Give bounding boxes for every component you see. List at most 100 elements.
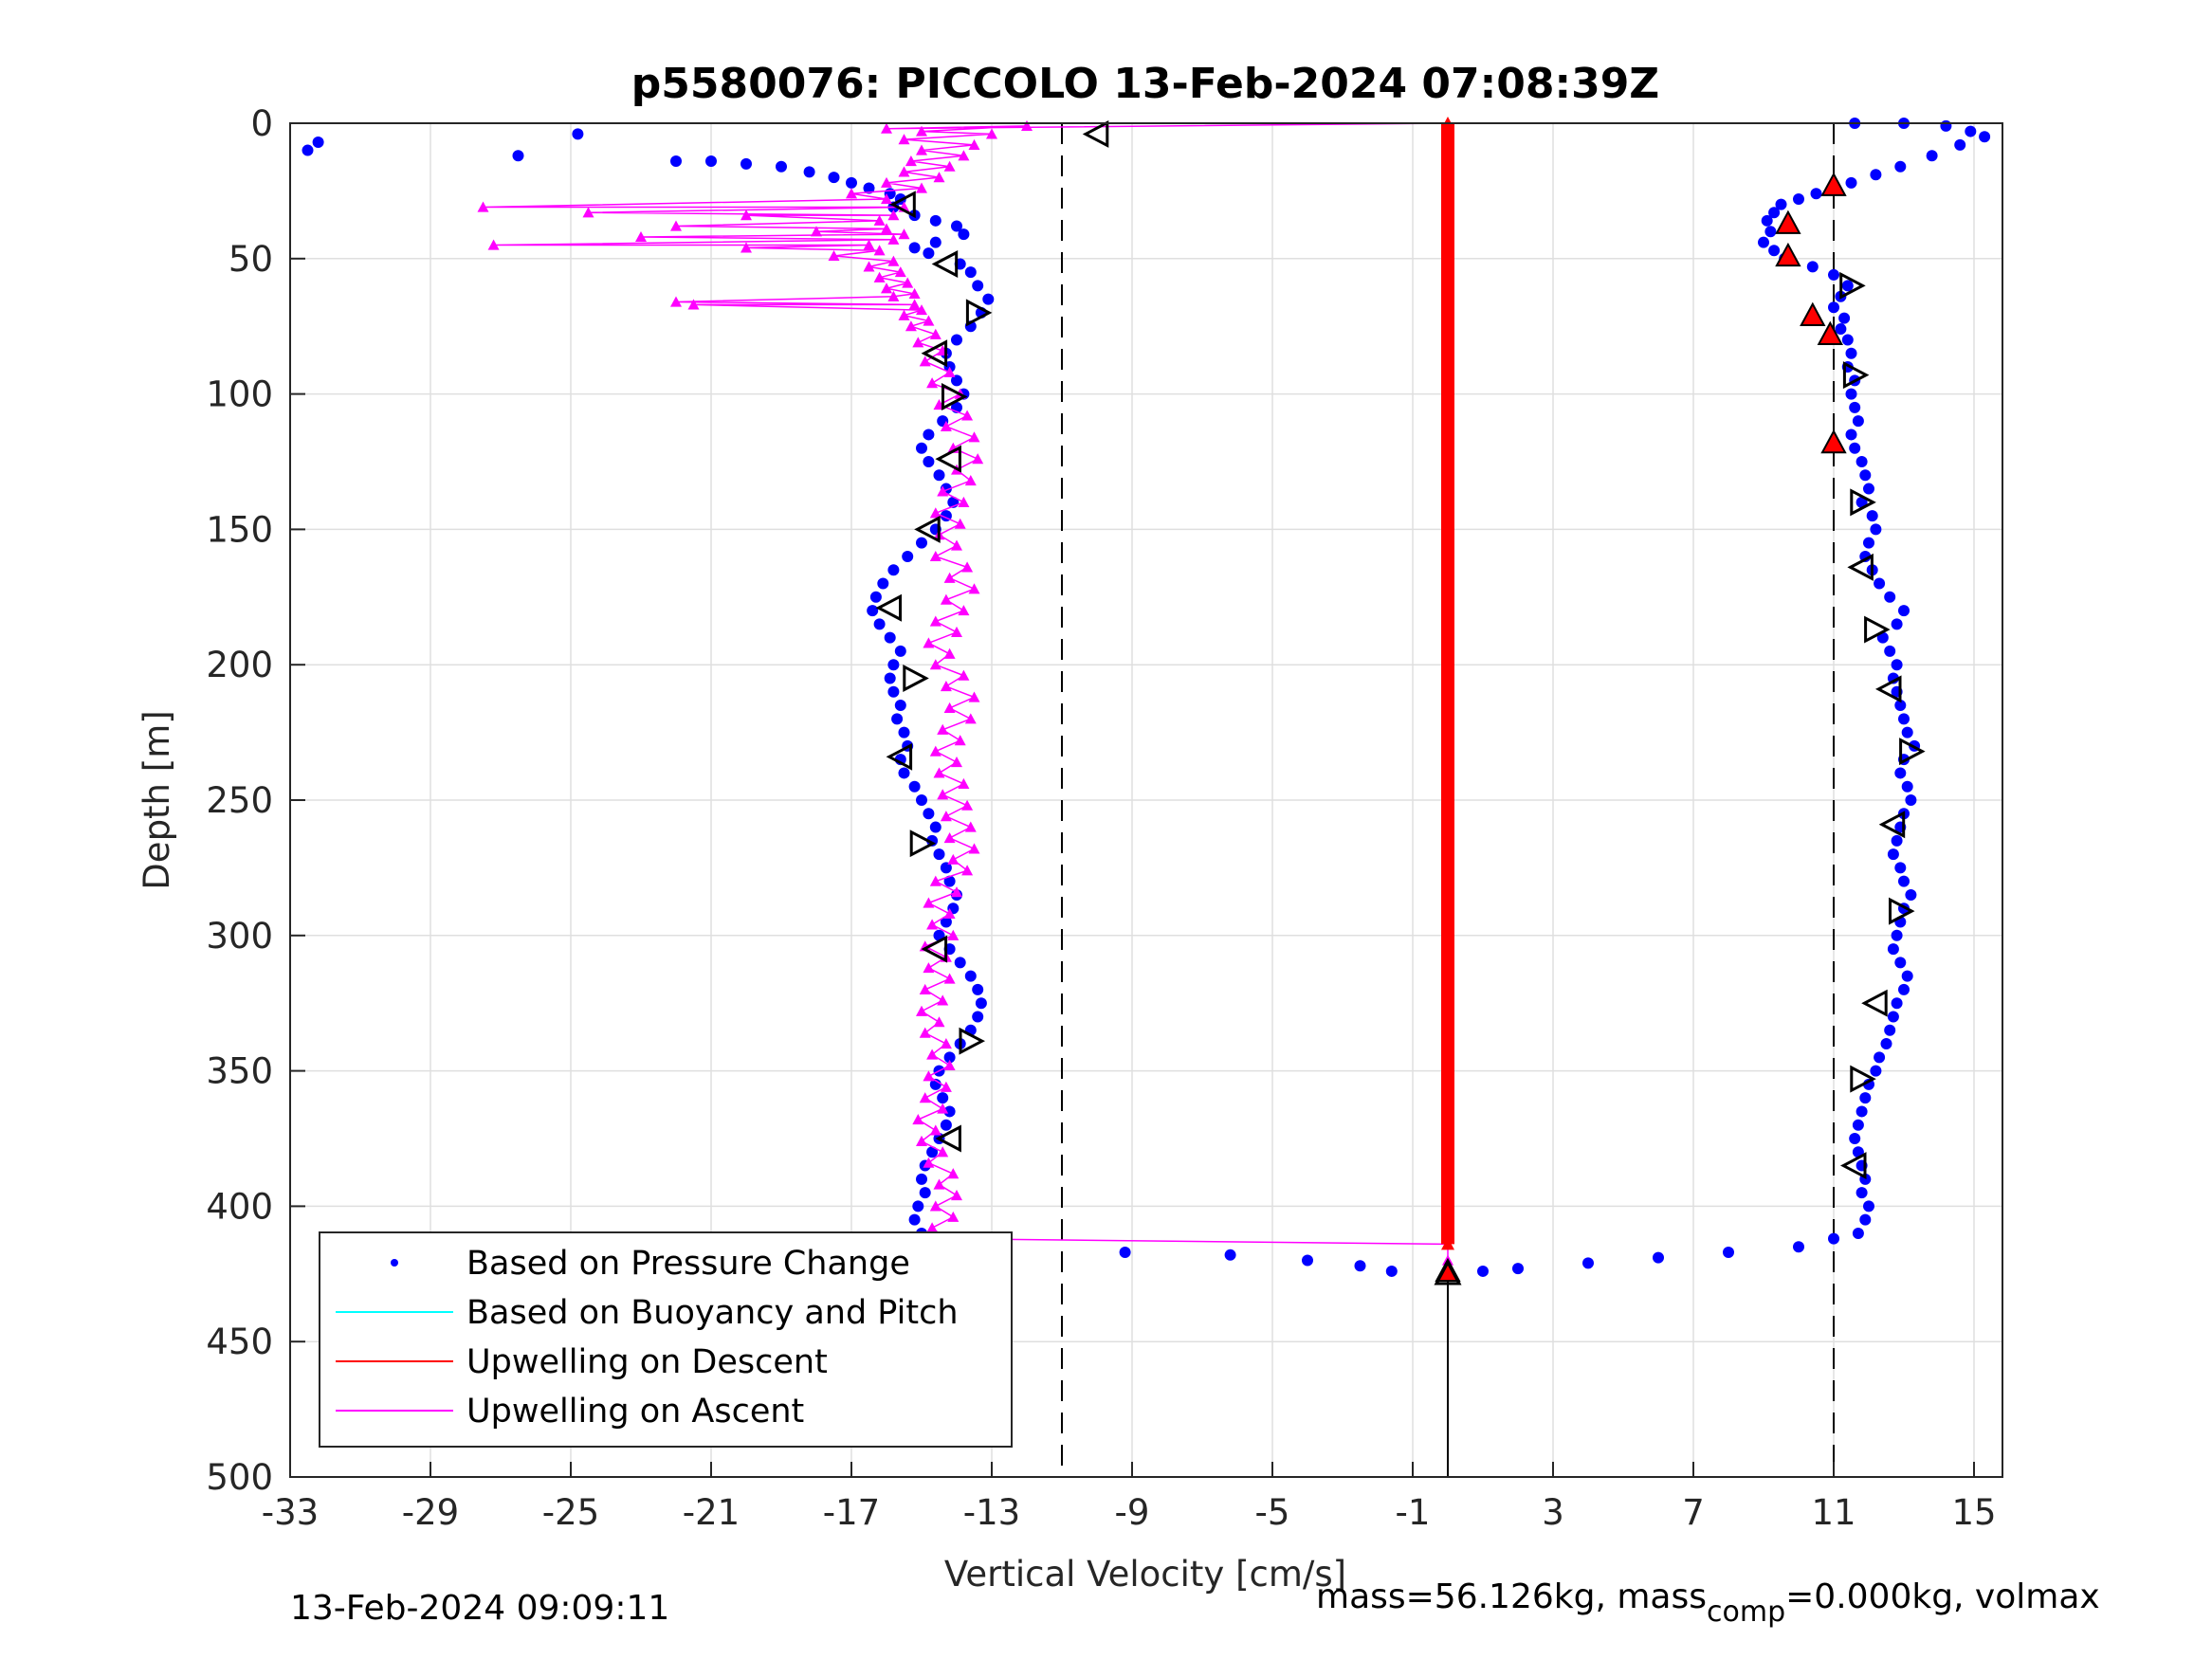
- hollow-triangle-marker: [931, 250, 959, 278]
- upwelling-descent-point: [1441, 1050, 1454, 1064]
- upwelling-ascent-point: [964, 821, 977, 832]
- pressure-change-point: [1940, 119, 1952, 132]
- pressure-change-point: [916, 794, 927, 806]
- hollow-triangle-marker: [889, 191, 916, 219]
- upwelling-ascent-point: [958, 496, 970, 507]
- upwelling-ascent-point: [740, 242, 752, 253]
- pressure-change-point: [887, 564, 900, 576]
- upwelling-descent-point: [1441, 1132, 1454, 1144]
- upwelling-descent-point: [1441, 549, 1454, 562]
- upwelling-descent-point: [1441, 590, 1454, 603]
- pressure-change-point: [705, 155, 717, 167]
- upwelling-descent-point: [1441, 251, 1454, 264]
- upwelling-ascent-point: [943, 973, 956, 984]
- pressure-change-point: [1582, 1257, 1594, 1269]
- upwelling-descent-point: [1441, 1118, 1454, 1131]
- pressure-change-point: [951, 220, 962, 232]
- upwelling-descent-point: [1441, 833, 1454, 847]
- upwelling-ascent-point: [972, 453, 984, 465]
- pressure-change-point: [1385, 1265, 1398, 1277]
- pressure-change-point: [1863, 483, 1874, 495]
- pressure-change-point: [954, 957, 966, 969]
- upwelling-ascent-point: [943, 647, 956, 659]
- upwelling-descent-point: [1441, 630, 1454, 644]
- upwelling-ascent-point: [940, 1081, 952, 1092]
- x-axis-ticks: -33 -29 -25 -21 -17 -13 -9 -5 -1 3 7 11 15: [262, 1462, 1997, 1533]
- pressure-change-point: [919, 1187, 931, 1199]
- pressure-change-point: [916, 1173, 927, 1185]
- pressure-change-point: [1653, 1251, 1664, 1264]
- upwelling-descent-point: [1441, 942, 1454, 956]
- upwelling-ascent-point: [916, 182, 927, 193]
- reference-lines: [1061, 123, 1835, 1477]
- y-axis-label: Depth [m]: [137, 710, 177, 889]
- hollow-triangle-marker: [941, 382, 968, 410]
- upwelling-descent-point: [1441, 455, 1454, 467]
- upwelling-descent-point: [1441, 644, 1454, 657]
- pressure-change-point: [1884, 645, 1896, 657]
- hollow-triangle-marker: [903, 664, 929, 692]
- pressure-change-point: [887, 685, 900, 698]
- pressure-change-point: [1856, 1105, 1868, 1118]
- pressure-change-point: [1965, 125, 1977, 137]
- upwelling-ascent-point: [958, 669, 970, 681]
- pressure-change-point: [572, 128, 584, 140]
- upwelling-descent-point: [1441, 1145, 1454, 1158]
- upwelling-ascent-point: [923, 962, 935, 974]
- pressure-change-point: [1810, 188, 1822, 200]
- pressure-change-point: [1793, 192, 1804, 205]
- upwelling-ascent-point: [905, 155, 917, 167]
- pressure-change-point: [951, 374, 962, 387]
- upwelling-ascent-point: [940, 811, 952, 822]
- y-tick-label: 200: [206, 645, 273, 685]
- legend-label: Upwelling on Ascent: [466, 1393, 804, 1431]
- upwelling-descent-point: [1441, 1199, 1454, 1212]
- upwelling-descent-point: [1441, 414, 1454, 428]
- hollow-triangle-marker: [1842, 361, 1870, 390]
- pressure-change-point: [1866, 510, 1878, 522]
- hollow-triangle-marker: [1861, 989, 1888, 1017]
- upwelling-ascent-point: [954, 518, 966, 529]
- upwelling-descent-point: [1441, 658, 1454, 671]
- pressure-change-point: [937, 1092, 949, 1104]
- upwelling-descent-point: [1441, 346, 1454, 359]
- upwelling-ascent-point: [926, 1048, 939, 1060]
- pressure-change-point: [1856, 456, 1868, 467]
- upwelling-ascent-point: [937, 723, 949, 735]
- upwelling-ascent-point: [943, 160, 956, 172]
- upwelling-ascent-point: [916, 304, 927, 316]
- upwelling-ascent-point: [912, 1114, 924, 1125]
- upwelling-descent-point: [1441, 265, 1454, 279]
- pressure-change-point: [1852, 1119, 1864, 1131]
- upwelling-descent-point: [1441, 130, 1454, 143]
- upwelling-ascent-point: [898, 166, 910, 177]
- upwelling-ascent-point: [951, 886, 962, 898]
- x-tick-label: -17: [823, 1492, 880, 1533]
- pressure-change-point: [908, 780, 921, 793]
- pressure-change-point: [1863, 1200, 1874, 1212]
- upwelling-ascent-point: [916, 1135, 927, 1146]
- pressure-change-point: [958, 228, 970, 241]
- pressure-change-point: [1849, 442, 1861, 454]
- pressure-change-point: [908, 242, 921, 254]
- pressure-change-point: [975, 997, 987, 1010]
- pressure-change-point: [1838, 312, 1851, 324]
- upwelling-descent-point: [1441, 779, 1454, 793]
- hollow-triangle-marker: [1899, 738, 1926, 766]
- pressure-change-point: [1828, 301, 1839, 314]
- upwelling-descent-point: [1441, 576, 1454, 590]
- pressure-change-point: [1894, 957, 1907, 969]
- hollow-triangle-marker: [1850, 488, 1876, 517]
- upwelling-ascent-point: [951, 539, 962, 551]
- upwelling-ascent-point: [873, 271, 886, 283]
- pressure-change-point: [1761, 214, 1773, 227]
- upwelling-ascent-point: [968, 843, 980, 854]
- upwelling-descent-point: [1441, 1037, 1454, 1049]
- pressure-change-point: [972, 983, 984, 995]
- pressure-change-point: [940, 916, 952, 928]
- upwelling-ascent-point: [926, 1222, 939, 1233]
- hollow-triangle-marker: [1847, 553, 1874, 581]
- x-tick-label: -13: [963, 1492, 1020, 1533]
- pressure-change-point: [1768, 207, 1781, 219]
- upwelling-ascent-point: [929, 328, 941, 339]
